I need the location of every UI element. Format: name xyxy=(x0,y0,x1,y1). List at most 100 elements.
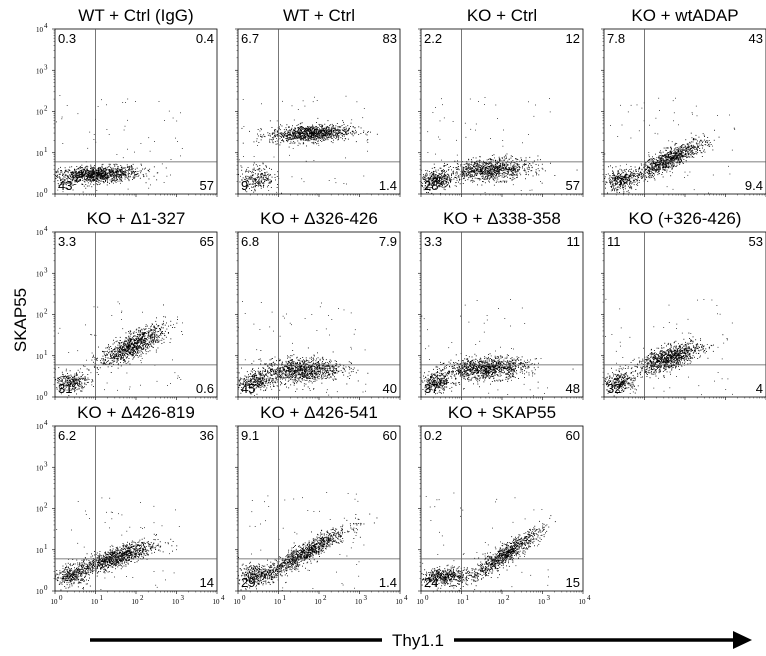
event-dot xyxy=(517,165,518,166)
event-dot xyxy=(439,173,440,174)
event-dot xyxy=(694,149,695,150)
event-dot xyxy=(470,171,471,172)
event-dot xyxy=(450,181,451,182)
event-dot xyxy=(105,168,106,169)
event-dot xyxy=(68,171,69,172)
event-dot xyxy=(251,176,252,177)
event-dot xyxy=(488,178,489,179)
event-dot xyxy=(243,156,244,157)
event-dot xyxy=(128,174,129,175)
event-dot xyxy=(496,175,497,176)
event-dot xyxy=(297,138,298,139)
event-dot xyxy=(476,163,477,164)
event-dot xyxy=(88,179,89,180)
event-dot xyxy=(504,166,505,167)
event-dot xyxy=(519,173,520,174)
event-dot xyxy=(491,165,492,166)
event-dot xyxy=(67,105,68,106)
event-dot xyxy=(282,140,283,141)
event-dot xyxy=(297,127,298,128)
event-dot xyxy=(315,135,316,136)
event-dot xyxy=(97,176,98,177)
event-dot xyxy=(282,135,283,136)
event-dot xyxy=(499,158,500,159)
event-dot xyxy=(622,176,623,177)
event-dot xyxy=(346,128,347,129)
event-dot xyxy=(337,130,338,131)
event-dot xyxy=(526,172,527,173)
event-dot xyxy=(631,188,632,189)
event-dot xyxy=(138,173,139,174)
event-dot xyxy=(276,144,277,145)
event-dot xyxy=(318,134,319,135)
event-dot xyxy=(435,175,436,176)
event-dot xyxy=(446,179,447,180)
event-dot xyxy=(624,184,625,185)
event-dot xyxy=(444,171,445,172)
event-dot xyxy=(133,177,134,178)
event-dot xyxy=(480,161,481,162)
event-dot xyxy=(467,168,468,169)
event-dot xyxy=(123,171,124,172)
event-dot xyxy=(719,137,720,138)
event-dot xyxy=(31,177,32,178)
event-dot xyxy=(277,132,278,133)
event-dot xyxy=(448,183,449,184)
event-dot xyxy=(488,159,489,160)
event-dot xyxy=(348,139,349,140)
event-dot xyxy=(73,178,74,179)
event-dot xyxy=(296,136,297,137)
event-dot xyxy=(277,134,278,135)
event-dot xyxy=(269,182,270,183)
event-dot xyxy=(317,136,318,137)
event-dot xyxy=(302,132,303,133)
event-dot xyxy=(444,118,445,119)
event-dot xyxy=(270,183,271,184)
event-dot xyxy=(282,101,283,102)
event-dot xyxy=(128,177,129,178)
event-dot xyxy=(134,152,135,153)
event-dot xyxy=(661,174,662,175)
event-dot xyxy=(295,132,296,133)
event-dot xyxy=(121,177,122,178)
event-dot xyxy=(294,130,295,131)
event-dot xyxy=(259,179,260,180)
event-dot xyxy=(640,174,641,175)
event-dot xyxy=(538,165,539,166)
event-dot xyxy=(274,174,275,175)
event-dot xyxy=(627,184,628,185)
event-dot xyxy=(281,193,282,194)
event-dot xyxy=(344,140,345,141)
event-dot xyxy=(306,136,307,137)
event-dot xyxy=(320,126,321,127)
event-dot xyxy=(252,181,253,182)
event-dot xyxy=(311,132,312,133)
event-dot xyxy=(260,171,261,172)
event-dot xyxy=(258,197,259,198)
event-dot xyxy=(613,187,614,188)
event-dot xyxy=(75,180,76,181)
event-dot xyxy=(435,176,436,177)
event-dot xyxy=(93,167,94,168)
event-dot xyxy=(619,192,620,193)
event-dot xyxy=(688,149,689,150)
event-dot xyxy=(342,129,343,130)
event-dot xyxy=(502,175,503,176)
event-dot xyxy=(448,169,449,170)
event-dot xyxy=(46,176,47,177)
event-dot xyxy=(263,183,264,184)
event-dot xyxy=(96,183,97,184)
event-dot xyxy=(263,185,264,186)
event-dot xyxy=(457,180,458,181)
event-dot xyxy=(450,166,451,167)
event-dot xyxy=(112,170,113,171)
event-dot xyxy=(506,173,507,174)
event-dot xyxy=(52,177,53,178)
event-dot xyxy=(501,168,502,169)
event-dot xyxy=(248,178,249,179)
event-dot xyxy=(75,182,76,183)
event-dot xyxy=(338,135,339,136)
event-dot xyxy=(490,168,491,169)
quadrant-label-upper-right: 0.4 xyxy=(196,31,214,46)
event-dot xyxy=(335,130,336,131)
